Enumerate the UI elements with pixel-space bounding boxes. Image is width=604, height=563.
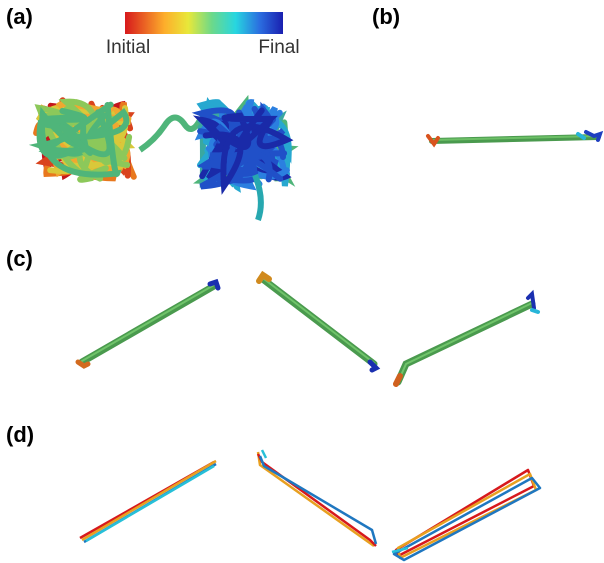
panel-label: (d) [6, 422, 34, 447]
polymer-globules [36, 100, 290, 220]
panel-label: (b) [372, 4, 400, 29]
figure: (a) (b) (c) (d) Initial Final [0, 0, 604, 563]
panel-b-rod [428, 132, 600, 144]
panel-c-rods [78, 275, 538, 384]
panel-d-trajectories [80, 450, 540, 560]
polymer-link [140, 118, 200, 151]
colorbar-label: Initial [106, 37, 150, 58]
panel-label: (a) [6, 4, 33, 29]
polymer-tail [255, 175, 261, 220]
colorbar-label: Final [258, 37, 299, 58]
colorbar [125, 12, 283, 34]
panel-label: (c) [6, 246, 33, 271]
